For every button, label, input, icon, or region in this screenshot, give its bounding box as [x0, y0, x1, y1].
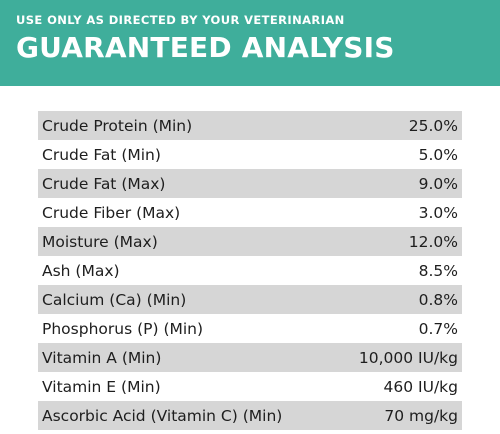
- table-row: Crude Fat (Min) 5.0%: [38, 140, 462, 169]
- table-row: Ascorbic Acid (Vitamin C) (Min) 70 mg/kg: [38, 401, 462, 430]
- nutrient-label: Moisture (Max): [42, 232, 158, 251]
- nutrient-value: 460 IU/kg: [383, 377, 458, 396]
- nutrient-value: 10,000 IU/kg: [358, 348, 458, 367]
- nutrient-label: Crude Protein (Min): [42, 116, 193, 135]
- table-row: Crude Fat (Max) 9.0%: [38, 169, 462, 198]
- table-row: Calcium (Ca) (Min) 0.8%: [38, 285, 462, 314]
- nutrient-label: Crude Fat (Min): [42, 145, 161, 164]
- nutrient-value: 0.7%: [418, 319, 458, 338]
- table-row: Moisture (Max) 12.0%: [38, 227, 462, 256]
- nutrient-value: 5.0%: [418, 145, 458, 164]
- nutrient-label: Phosphorus (P) (Min): [42, 319, 204, 338]
- nutrient-label: Ash (Max): [42, 261, 120, 280]
- table-row: Vitamin E (Min) 460 IU/kg: [38, 372, 462, 401]
- nutrient-label: Vitamin A (Min): [42, 348, 162, 367]
- table-row: Ash (Max) 8.5%: [38, 256, 462, 285]
- table-row: Vitamin A (Min) 10,000 IU/kg: [38, 343, 462, 372]
- nutrient-label: Crude Fiber (Max): [42, 203, 181, 222]
- page-title: GUARANTEED ANALYSIS: [16, 31, 395, 64]
- nutrient-value: 0.8%: [418, 290, 458, 309]
- nutrient-value: 8.5%: [418, 261, 458, 280]
- veterinarian-disclaimer: USE ONLY AS DIRECTED BY YOUR VETERINARIA…: [16, 13, 345, 27]
- nutrient-value: 70 mg/kg: [384, 406, 458, 425]
- header-banner: USE ONLY AS DIRECTED BY YOUR VETERINARIA…: [0, 0, 500, 86]
- nutrient-label: Calcium (Ca) (Min): [42, 290, 187, 309]
- table-row: Crude Fiber (Max) 3.0%: [38, 198, 462, 227]
- nutrient-label: Vitamin E (Min): [42, 377, 161, 396]
- table-row: Crude Protein (Min) 25.0%: [38, 111, 462, 140]
- nutrient-value: 25.0%: [408, 116, 458, 135]
- nutrient-label: Crude Fat (Max): [42, 174, 166, 193]
- guaranteed-analysis-table: Crude Protein (Min) 25.0% Crude Fat (Min…: [38, 111, 462, 430]
- nutrient-value: 12.0%: [408, 232, 458, 251]
- nutrient-value: 9.0%: [418, 174, 458, 193]
- table-row: Phosphorus (P) (Min) 0.7%: [38, 314, 462, 343]
- nutrient-label: Ascorbic Acid (Vitamin C) (Min): [42, 406, 283, 425]
- nutrient-value: 3.0%: [418, 203, 458, 222]
